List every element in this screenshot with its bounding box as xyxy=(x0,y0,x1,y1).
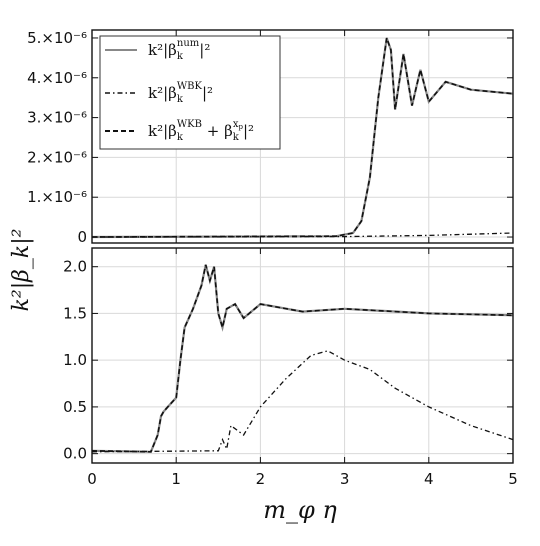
x-tick-label-4: 4 xyxy=(424,470,434,488)
y-tick-label-bottom-4: 0.0 xyxy=(63,445,87,463)
legend: k²|βknum|² k²|βkWBK|² k²|βkWKB + βkxp|² xyxy=(99,35,281,150)
legend-label-num: k²|βknum|² xyxy=(148,38,210,62)
plot-frame-top xyxy=(91,29,514,244)
plot-frame-bottom xyxy=(91,247,514,464)
x-tick-label-2: 2 xyxy=(256,470,266,488)
series-bottom-dashed xyxy=(91,264,514,453)
y-tick-label-top-2: 3.×10⁻⁶ xyxy=(27,109,87,127)
y-tick-label-top-1: 4.×10⁻⁶ xyxy=(27,69,87,87)
y-tick-label-bottom-1: 1.5 xyxy=(63,304,87,322)
x-tick-label-3: 3 xyxy=(340,470,350,488)
x-tick-label-5: 5 xyxy=(508,470,518,488)
frame-layer xyxy=(91,29,514,464)
legend-entry-wbk: k²|βkWBK|² xyxy=(105,81,213,105)
x-tick-label-1: 1 xyxy=(171,470,181,488)
y-tick-label-bottom-3: 0.5 xyxy=(63,398,87,416)
y-tick-label-top-5: 0 xyxy=(77,228,87,246)
series-top-dashed xyxy=(91,37,514,238)
y-tick-label-bottom-0: 2.0 xyxy=(63,258,87,276)
tick-layer: 5.×10⁻⁶ 4.×10⁻⁶ 3.×10⁻⁶ 2.×10⁻⁶ 1.×10⁻⁶ 0 2.0 1… xyxy=(27,29,518,488)
legend-label-wbk: k²|βkWBK|² xyxy=(148,81,213,105)
series-bottom-dash-dot xyxy=(91,350,514,453)
series-layer xyxy=(91,37,514,453)
x-axis-label: m_φ η xyxy=(263,496,337,524)
series-bottom-solid xyxy=(91,264,514,453)
x-tick-label-0: 0 xyxy=(87,470,97,488)
y-tick-label-top-3: 2.×10⁻⁶ xyxy=(27,148,87,166)
series-top-dash-dot xyxy=(91,232,514,238)
y-axis-label: k²|β_k|² xyxy=(9,229,34,312)
y-tick-label-bottom-2: 1.0 xyxy=(63,351,87,369)
y-tick-label-top-0: 5.×10⁻⁶ xyxy=(27,29,87,47)
y-tick-label-top-4: 1.×10⁻⁶ xyxy=(27,188,87,206)
legend-label-wkb-xp: k²|βkWKB + βkxp|² xyxy=(148,119,254,143)
legend-entry-wkb-xp: k²|βkWKB + βkxp|² xyxy=(105,119,254,143)
legend-entry-num: k²|βknum|² xyxy=(105,38,210,62)
